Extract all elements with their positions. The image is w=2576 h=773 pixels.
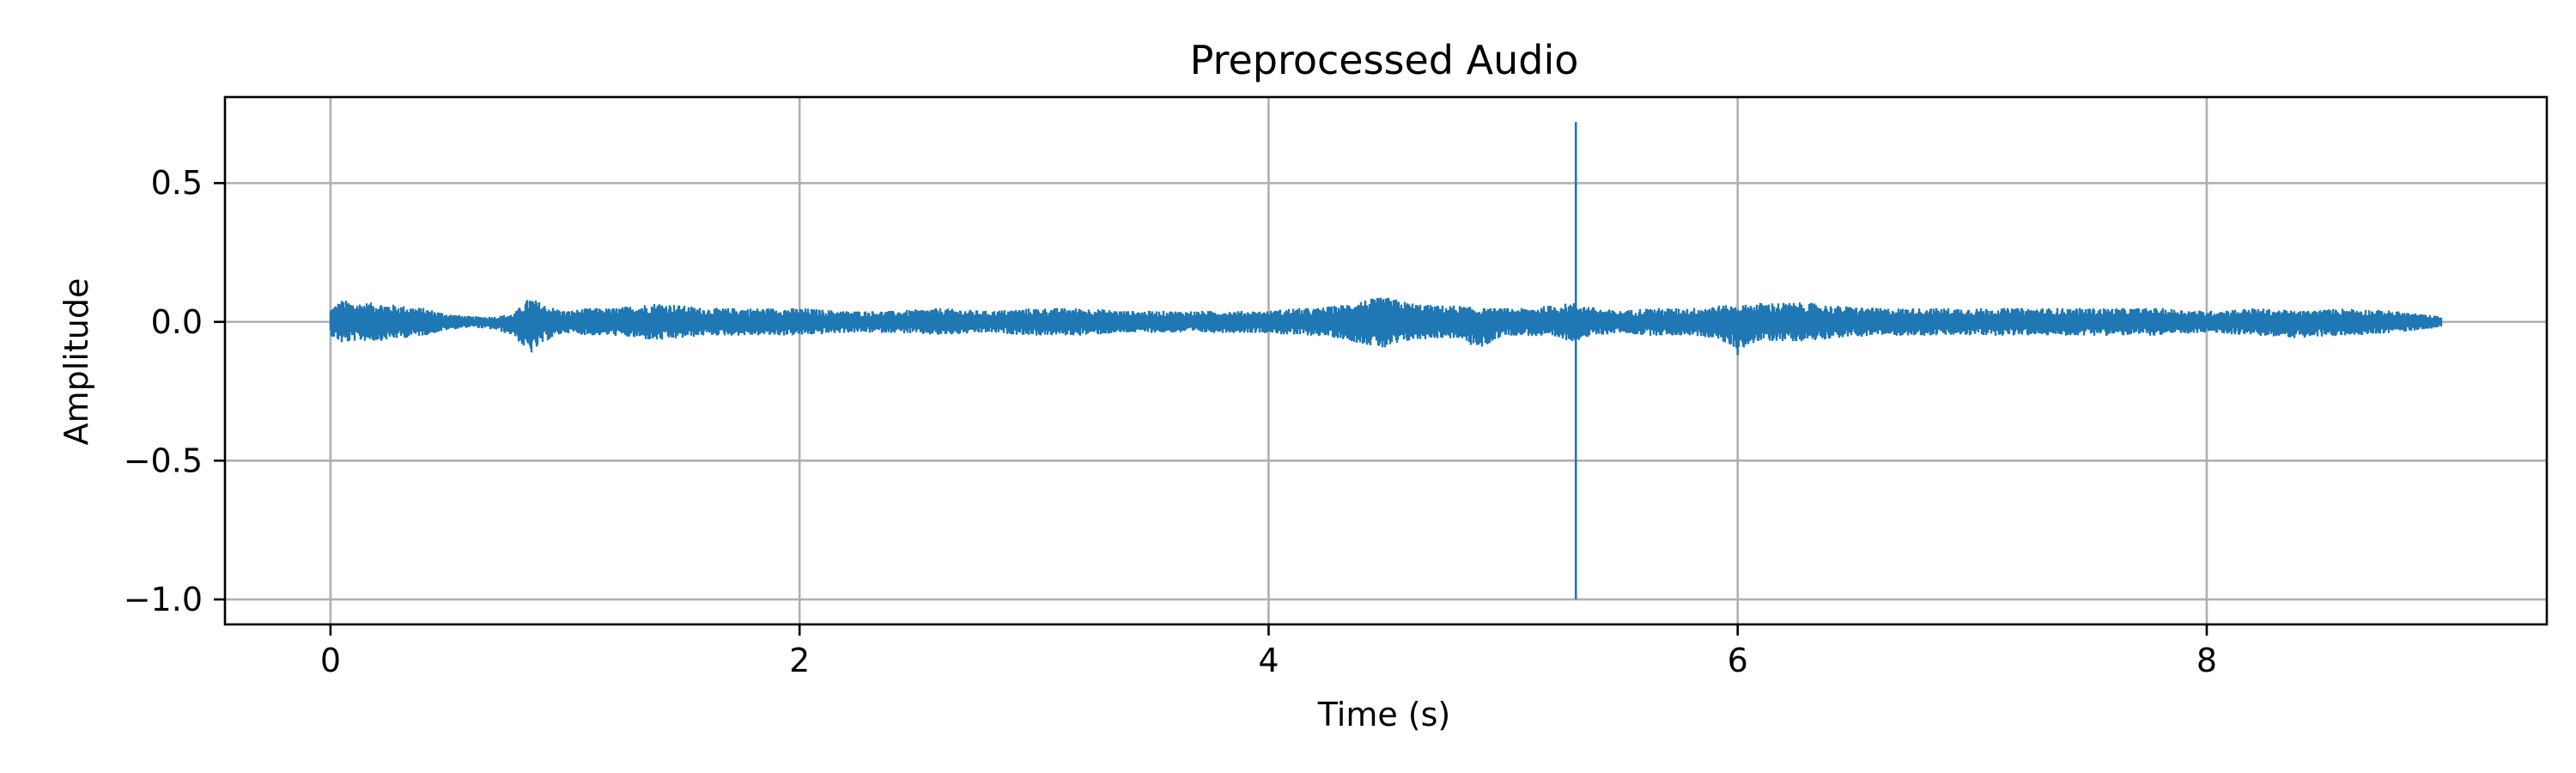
x-axis-label: Time (s): [1317, 696, 1451, 733]
y-tick-label-1: 0.0: [151, 303, 203, 341]
chart-title: Preprocessed Audio: [1190, 37, 1579, 83]
y-tick-label-2: −0.5: [124, 441, 203, 479]
y-tick-label-0: 0.5: [151, 164, 203, 202]
x-tick-label-4: 8: [2196, 642, 2217, 679]
y-tick-label-3: −1.0: [124, 581, 203, 618]
y-axis-label: Amplitude: [58, 278, 95, 446]
axes-frame: [223, 95, 2549, 626]
x-tick-label-1: 2: [789, 642, 810, 679]
x-tick-label-3: 6: [1728, 642, 1748, 679]
x-tick-label-2: 4: [1258, 642, 1279, 679]
x-tick-label-0: 0: [320, 642, 341, 679]
plot-area: 0 2 4 6 8 0.5 0.0 −0.5 −1.0: [124, 95, 2549, 679]
